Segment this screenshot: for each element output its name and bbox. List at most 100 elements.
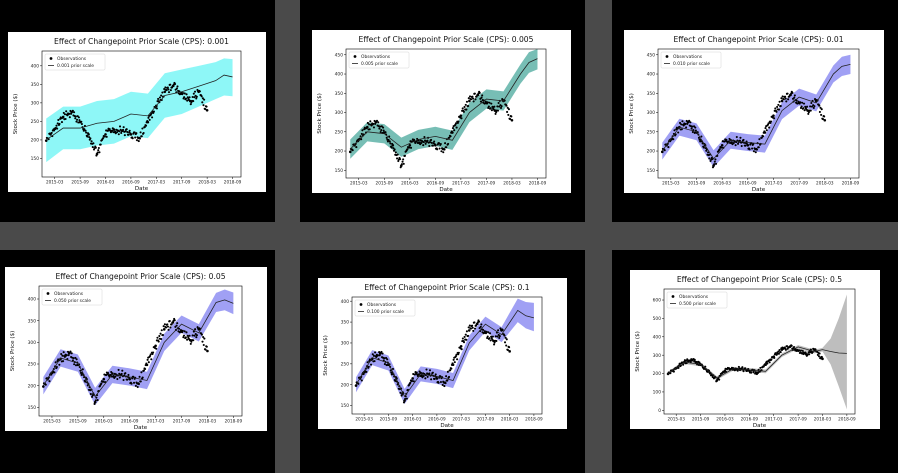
observation-point (720, 146, 723, 149)
observation-point (713, 163, 716, 166)
observation-point (193, 90, 197, 93)
observation-point (93, 402, 96, 406)
observation-point (499, 106, 503, 109)
observation-point (124, 130, 127, 133)
observation-point (691, 130, 694, 134)
observation-point (823, 115, 826, 118)
observation-point (166, 325, 170, 328)
observation-point (97, 146, 100, 150)
observation-point (463, 335, 466, 338)
observation-point (817, 355, 821, 358)
observation-point (763, 130, 766, 133)
observation-point (409, 381, 412, 384)
observation-point (366, 361, 369, 364)
observation-point (376, 354, 380, 357)
observation-point (788, 94, 792, 97)
y-tick-label: 400 (341, 299, 350, 305)
observation-point (77, 121, 80, 124)
observation-point (103, 135, 106, 138)
x-tick-label: 2017-09 (789, 417, 807, 422)
chart-cps-001: Effect of Changepoint Prior Scale (CPS):… (629, 35, 860, 193)
observation-point (455, 353, 458, 356)
legend-label-forecast: 0.100 prior scale (367, 309, 404, 315)
observation-point (50, 131, 53, 134)
observation-point (147, 361, 150, 364)
observation-point (204, 348, 207, 351)
y-tick-label: 150 (335, 168, 344, 174)
observation-point (125, 128, 128, 131)
observation-point (383, 363, 386, 366)
observation-point (797, 100, 800, 103)
observation-point (677, 131, 680, 134)
observation-point (96, 399, 99, 402)
observation-point (505, 344, 508, 347)
observation-point (61, 354, 64, 357)
legend-label-observations: Observations (57, 56, 87, 62)
x-tick-label: 2016-03 (95, 419, 113, 424)
observation-point (202, 335, 205, 339)
observation-point (492, 108, 495, 111)
observation-point (430, 141, 433, 144)
observation-point (378, 125, 382, 128)
observation-point (127, 133, 130, 136)
observation-point (176, 85, 179, 88)
y-axis-label: Stock Price ($) (323, 335, 329, 376)
y-axis-label: Stock Price ($) (10, 331, 16, 372)
observation-point (467, 334, 470, 337)
observation-point (732, 141, 735, 145)
observation-point (460, 348, 463, 351)
observation-point (402, 158, 405, 161)
observation-point (122, 128, 125, 131)
observation-point (812, 106, 815, 109)
observation-point (65, 354, 68, 357)
observation-point (768, 361, 771, 364)
observation-point (437, 142, 441, 145)
observation-point (158, 96, 161, 99)
axes-frame (351, 296, 543, 415)
observation-point (793, 96, 796, 99)
observation-point (439, 380, 442, 384)
observation-point (503, 334, 506, 337)
observation-point (360, 132, 363, 135)
observation-point (114, 375, 117, 378)
chart-cps-01: Effect of Changepoint Prior Scale (CPS):… (323, 283, 543, 429)
observation-point (820, 113, 823, 116)
observation-point (44, 383, 47, 386)
y-tick-label: 300 (647, 110, 656, 116)
observation-point (383, 357, 386, 360)
observation-point (84, 129, 87, 132)
observation-point (695, 360, 698, 363)
observation-point (137, 137, 140, 140)
observation-point (465, 330, 468, 333)
legend-label-forecast: 0.050 prior scale (54, 298, 91, 304)
observation-point (120, 372, 123, 375)
observation-point (195, 95, 198, 98)
observation-point (168, 320, 171, 323)
observation-point (409, 146, 413, 149)
observation-point (474, 98, 477, 101)
observation-point (422, 141, 425, 144)
observation-point (194, 328, 197, 331)
observation-point (464, 103, 467, 106)
observation-point (506, 110, 509, 113)
observation-point (793, 94, 796, 97)
observation-point (770, 358, 773, 361)
observation-point (64, 117, 67, 121)
observation-point (809, 105, 812, 108)
observation-point (365, 127, 368, 130)
observation-point (140, 135, 143, 138)
axes-frame (38, 285, 243, 417)
observation-point (74, 115, 77, 118)
observation-point (56, 127, 59, 130)
x-tick-label: 2015-09 (69, 419, 87, 424)
chart-title: Effect of Changepoint Prior Scale (CPS):… (364, 283, 529, 292)
observation-point (408, 143, 412, 147)
observation-point (370, 363, 373, 366)
observation-point (791, 91, 794, 94)
observation-point (411, 377, 414, 380)
observation-point (394, 379, 397, 382)
y-tick-label: 150 (28, 405, 37, 411)
observation-point (357, 382, 360, 385)
observation-point (739, 136, 742, 139)
observation-point (475, 323, 478, 326)
